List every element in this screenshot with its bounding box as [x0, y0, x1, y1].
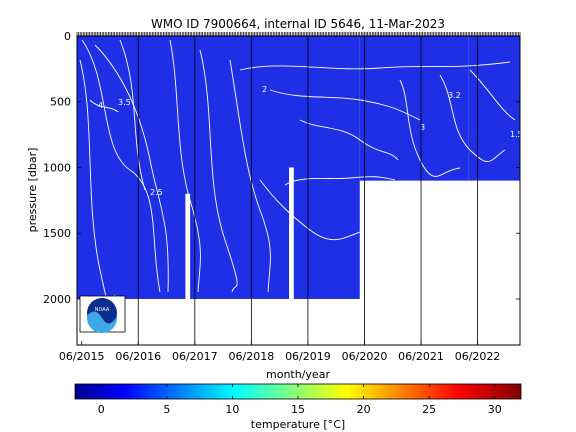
x-tick-label: 06/2015: [59, 350, 105, 363]
contour-label: 2.5: [150, 188, 163, 197]
contour-lines: [79, 39, 516, 312]
y-axis-label: pressure [dbar]: [26, 148, 39, 233]
profile-section: [77, 36, 360, 299]
contour-line: [239, 61, 511, 71]
contour-line: [284, 176, 396, 186]
colorbar-tick-label: 15: [291, 403, 305, 416]
x-tick-label: 06/2020: [342, 350, 388, 363]
contour-line: [269, 89, 421, 121]
profile-section: [359, 36, 469, 181]
profile-time-markers: [137, 36, 478, 345]
colorbar-tick-label: 20: [357, 403, 371, 416]
y-tick-label: 1000: [43, 161, 71, 174]
sampling-ticks: [76, 32, 521, 36]
colorbar-tick-label: 0: [98, 403, 105, 416]
x-tick-label: 06/2017: [172, 350, 218, 363]
contour-label: 1.5: [510, 130, 523, 139]
data-gaps: [185, 167, 488, 299]
colorbar: 0 5 10 15 20 25 30: [74, 383, 522, 416]
x-axis-label: month/year: [266, 368, 330, 381]
contour-line: [81, 39, 161, 293]
contour-line: [399, 79, 461, 177]
contour-line: [89, 99, 119, 113]
chart-title: WMO ID 7900664, internal ID 5646, 11-Mar…: [151, 17, 445, 31]
y-tick-label: 0: [64, 30, 71, 43]
profile-sections: [77, 36, 520, 299]
colorbar-tick-label: 10: [225, 403, 239, 416]
colorbar-ticks: 0 5 10 15 20 25 30: [98, 384, 502, 416]
svg-text:NOAA: NOAA: [95, 307, 110, 313]
contour-label-group: 2 2.5 3 3.5 4 1.5 3.2: [98, 85, 523, 197]
contour-line: [169, 39, 201, 293]
colorbar-tick-label: 5: [163, 403, 170, 416]
x-tick-label: 06/2019: [285, 350, 331, 363]
x-tick-label: 06/2016: [115, 350, 161, 363]
contour-label: 3.2: [448, 91, 461, 100]
y-tick-label: 2000: [43, 293, 71, 306]
contour-label: 3.5: [118, 98, 131, 107]
contour-line: [299, 119, 399, 161]
contour-line: [199, 49, 238, 293]
contour-line: [259, 179, 361, 241]
y-tick-label: 500: [50, 96, 71, 109]
colorbar-tick-label: 30: [488, 403, 502, 416]
contour-line: [439, 74, 506, 162]
x-tick-label: 06/2022: [455, 350, 501, 363]
data-gap: [289, 167, 294, 299]
colorbar-tick-label: 25: [422, 403, 436, 416]
contour-line: [229, 59, 271, 293]
contour-line: [469, 69, 516, 121]
x-tick-label: 06/2018: [229, 350, 275, 363]
contour-line: [94, 44, 169, 293]
contour-label: 3: [420, 123, 425, 132]
y-tick-label: 1500: [43, 227, 71, 240]
x-tick-label: 06/2021: [398, 350, 444, 363]
plot-area: 2 2.5 3 3.5 4 1.5 3.2: [77, 36, 523, 345]
contour-label: 2: [262, 85, 267, 94]
contour-label: 4: [98, 101, 103, 110]
data-gap: [185, 193, 191, 299]
contour-line: [119, 39, 146, 191]
colorbar-label: temperature [°C]: [251, 418, 345, 431]
x-axis: 06/2015 06/2016 06/2017 06/2018 06/2019 06/20…: [59, 341, 501, 363]
y-axis: 0 500 1000 1500 2000: [43, 30, 520, 306]
data-gap: [472, 187, 488, 298]
noaa-logo: NOAA: [79, 295, 126, 333]
